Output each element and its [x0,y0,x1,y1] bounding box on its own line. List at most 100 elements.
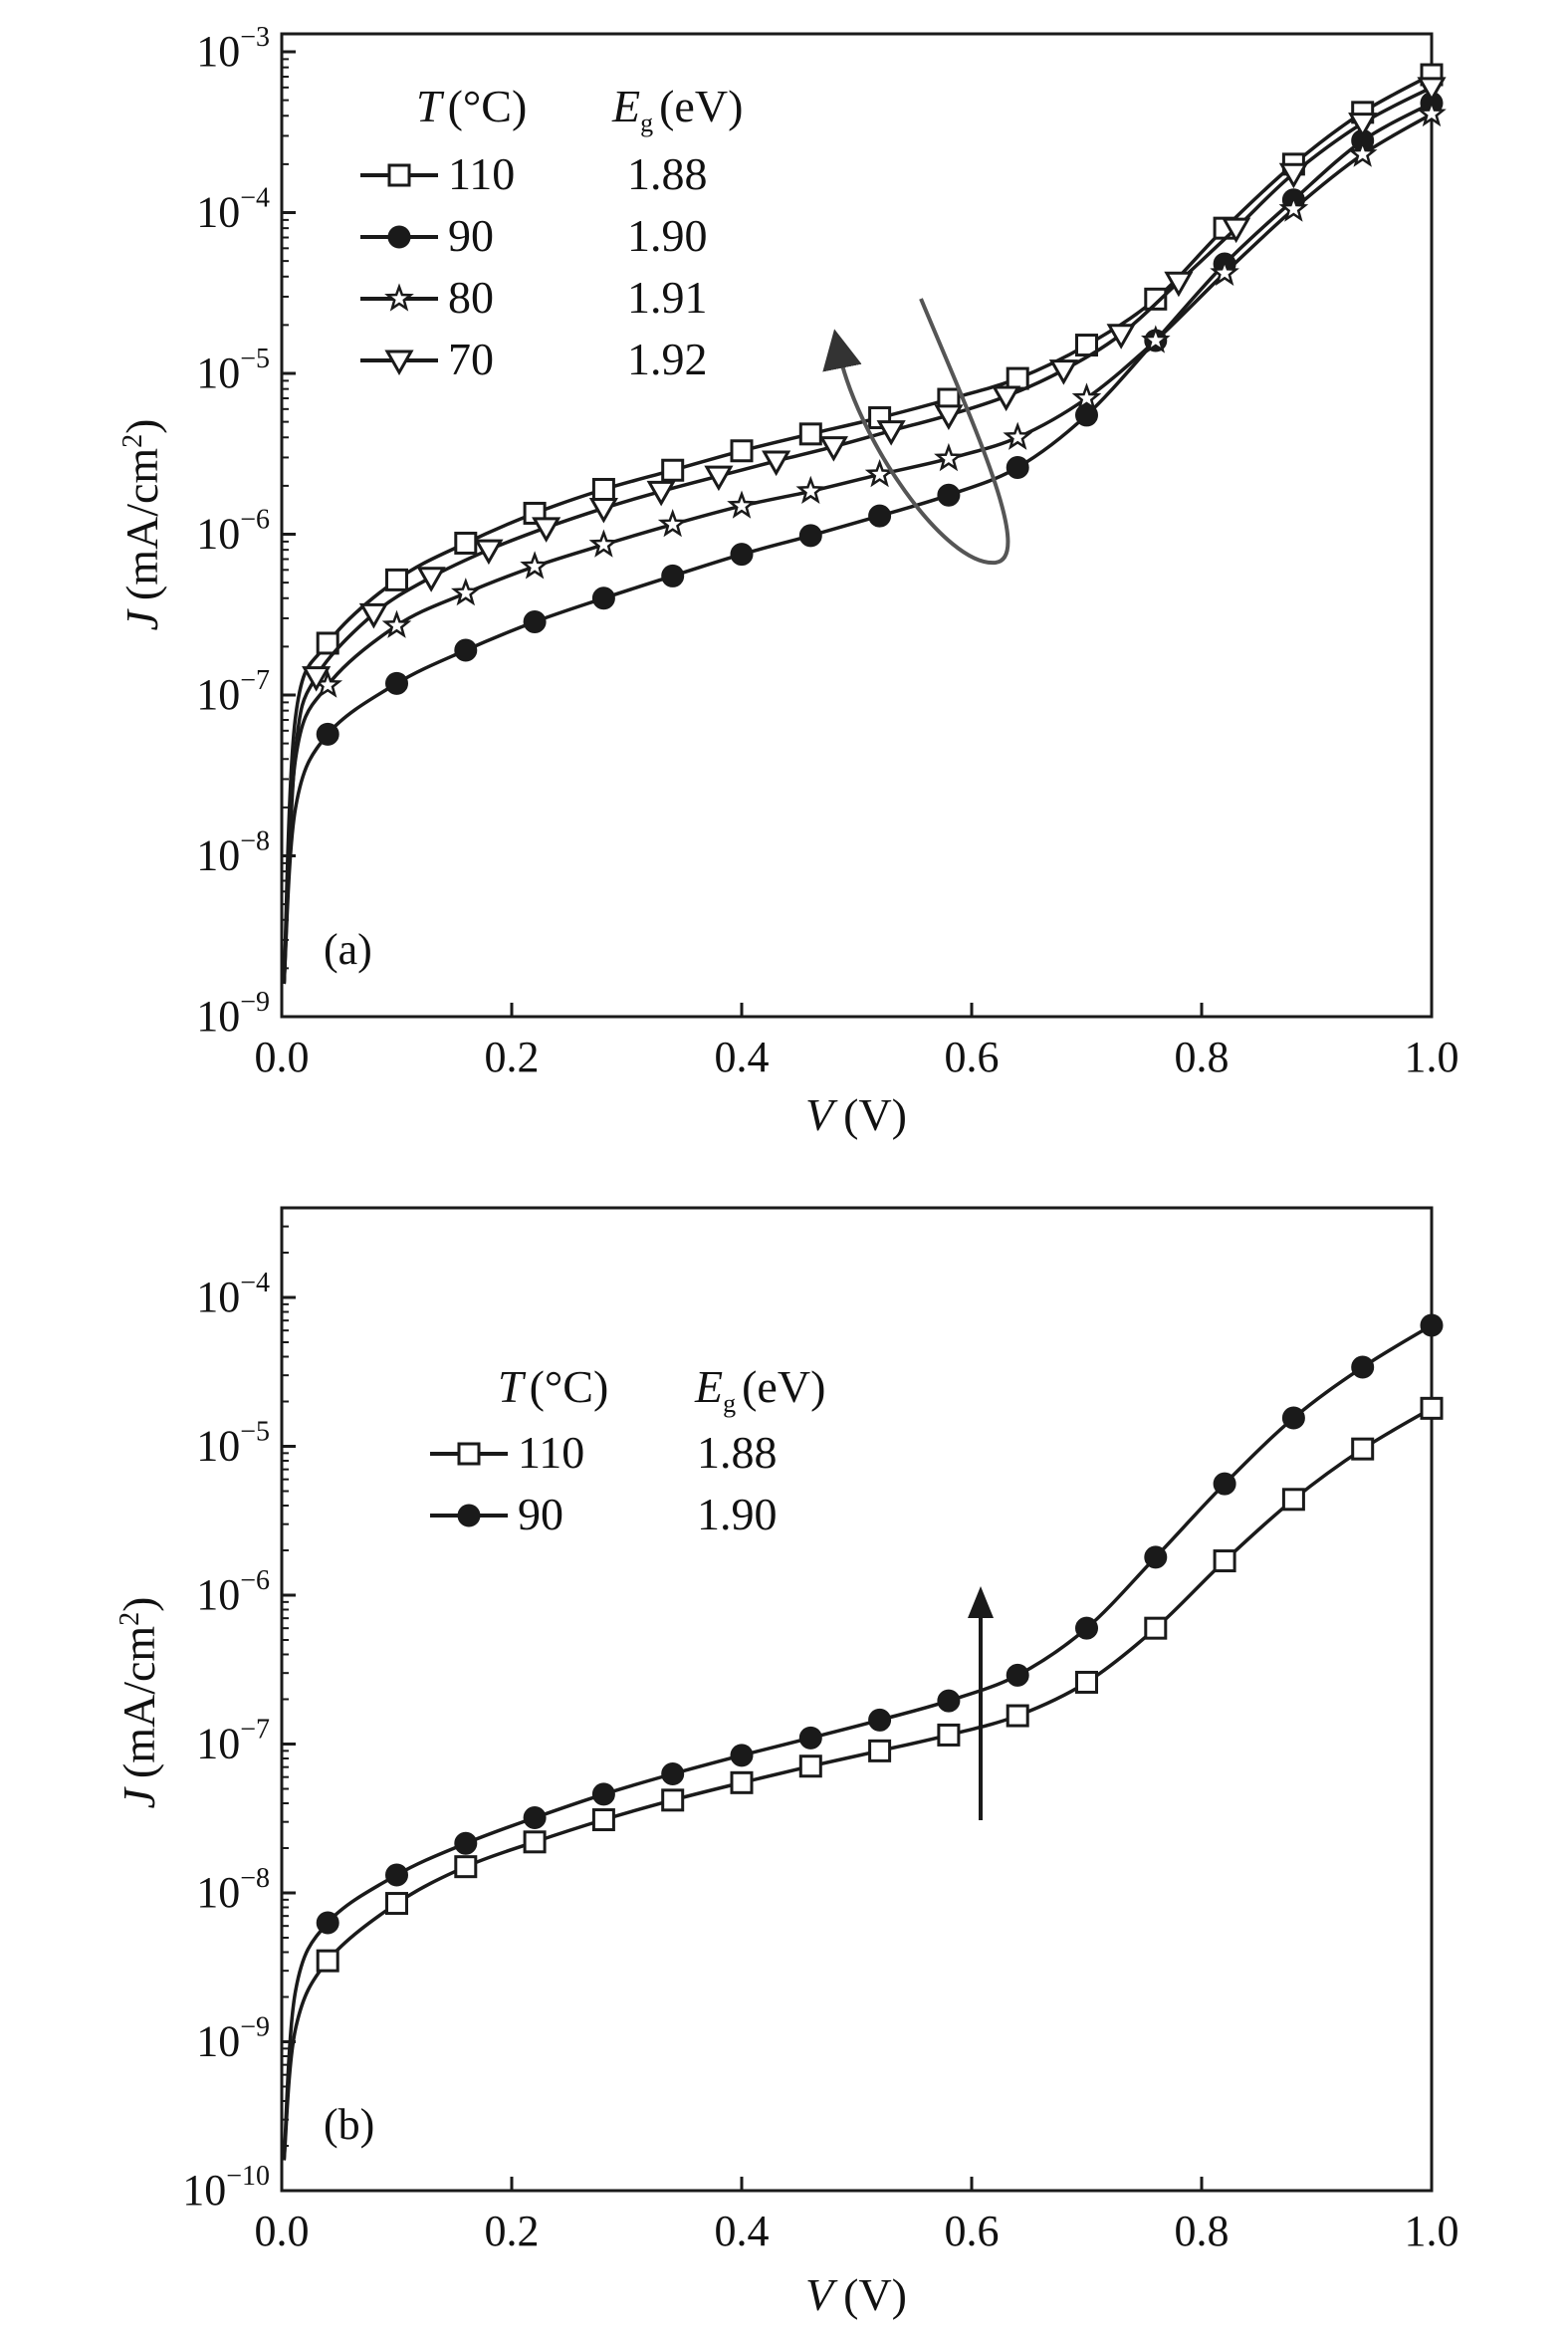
x-tick-label: 0.4 [715,1033,770,1081]
y-tick-label: 10−9 [196,2012,270,2066]
x-tick-label: 0.8 [1175,1033,1230,1081]
data-point-110 [316,631,339,655]
data-point-110 [661,1788,685,1812]
series-group-a [282,63,1447,985]
data-point-90 [1075,1616,1098,1640]
x-tick-label: 0.4 [715,2207,770,2255]
data-point-110 [1213,1549,1236,1573]
legend-swatch-marker [457,1504,481,1527]
data-point-110 [1144,1616,1168,1640]
axis-ticks-a: 0.0 0.2 0.4 0.6 0.8 1.0 10−9 10−8 10−7 10−6 10−5 10… [196,22,1458,1081]
data-point-80 [381,609,412,638]
series-110 [282,1396,1444,2161]
data-point-70 [1106,324,1136,350]
data-point-90 [730,1744,754,1767]
data-point-110 [591,477,615,501]
legend-entry-110: 110 1.88 [360,148,708,199]
x-tick-label: 0.2 [485,1033,540,1081]
data-point-110 [1006,1704,1029,1728]
data-point-90 [661,564,685,587]
data-point-90 [1420,1313,1444,1337]
data-point-70 [876,420,906,446]
legend-temperature-value: 110 [448,148,515,199]
data-point-110 [730,439,754,463]
data-point-70 [1348,113,1378,138]
data-point-90 [661,1762,685,1786]
series-70 [282,77,1447,985]
legend-swatch-marker [387,225,411,249]
data-point-110 [385,568,408,591]
legend-entry-90: 90 1.90 [360,210,708,261]
legend-swatch-marker [387,163,411,187]
data-point-90 [1351,1355,1375,1379]
x-tick-label: 0.8 [1175,2207,1230,2255]
data-point-110 [868,1739,892,1762]
data-point-70 [762,450,791,477]
x-axis-label-a: V (V) [805,1089,907,1140]
x-tick-label: 1.0 [1405,1033,1459,1081]
plot-frame-a [280,32,1434,1019]
data-point-110 [798,1754,822,1778]
legend-swatch-marker [384,283,414,312]
y-tick-label: 10−7 [196,665,270,719]
legend-swatch-marker [457,1442,481,1466]
data-point-110 [1281,1488,1305,1512]
legend-header-bandgap-b: Eg (eV) [694,1361,825,1418]
data-point-70 [1048,359,1078,385]
data-point-90 [385,1863,408,1887]
legend-header-bandgap-a: Eg (eV) [611,81,743,137]
data-point-70 [588,497,618,524]
series-line-90 [282,1323,1433,2161]
data-point-80 [1210,257,1239,287]
x-axis-label-b: V (V) [805,2269,907,2320]
y-tick-label: 10−8 [196,826,270,880]
y-tick-label: 10−4 [196,1268,270,1321]
legend-header-temperature-a: T (°C) [416,81,527,131]
data-point-110 [730,1770,754,1794]
y-tick-label: 10−3 [196,22,270,76]
panel-label-a: (a) [324,925,372,974]
data-point-110 [1006,366,1029,390]
y-tick-label: 10−10 [182,2161,270,2215]
data-point-70 [992,385,1021,412]
plot-frame-b [280,1206,1434,2193]
x-tick-label: 1.0 [1405,2207,1459,2255]
data-point-80 [588,529,619,558]
y-tick-label: 10−6 [196,505,270,559]
data-point-70 [532,517,561,543]
data-point-90 [316,1911,339,1935]
data-point-70 [934,404,964,430]
data-point-90 [730,543,754,567]
data-point-80 [934,442,964,472]
data-point-70 [1278,162,1308,189]
data-point-90 [1213,1472,1236,1496]
data-point-90 [798,1726,822,1750]
data-point-110 [316,1949,339,1973]
data-point-110 [454,1855,478,1879]
data-point-90 [591,586,615,610]
data-point-70 [302,666,332,692]
data-point-70 [358,602,388,629]
legend-bandgap-value: 1.90 [697,1489,778,1539]
data-point-90 [937,1689,961,1713]
data-point-90 [454,1831,478,1855]
y-tick-label: 10−9 [196,987,270,1041]
trend-arrow-a [822,298,1010,566]
trend-arrowhead-b [968,1586,994,1618]
data-point-80 [727,490,757,519]
data-point-110 [523,1830,547,1854]
y-tick-label: 10−5 [196,344,270,397]
data-point-90 [798,524,822,548]
data-point-110 [1420,1396,1444,1420]
data-point-110 [937,1723,961,1747]
x-tick-label: 0.0 [255,2207,310,2255]
legend-bandgap-value: 1.92 [627,334,708,384]
x-tick-label: 0.0 [255,1033,310,1081]
legend-entry-70: 70 1.92 [360,334,708,384]
legend-bandgap-value: 1.88 [697,1427,778,1478]
series-line-110 [282,1406,1433,2161]
